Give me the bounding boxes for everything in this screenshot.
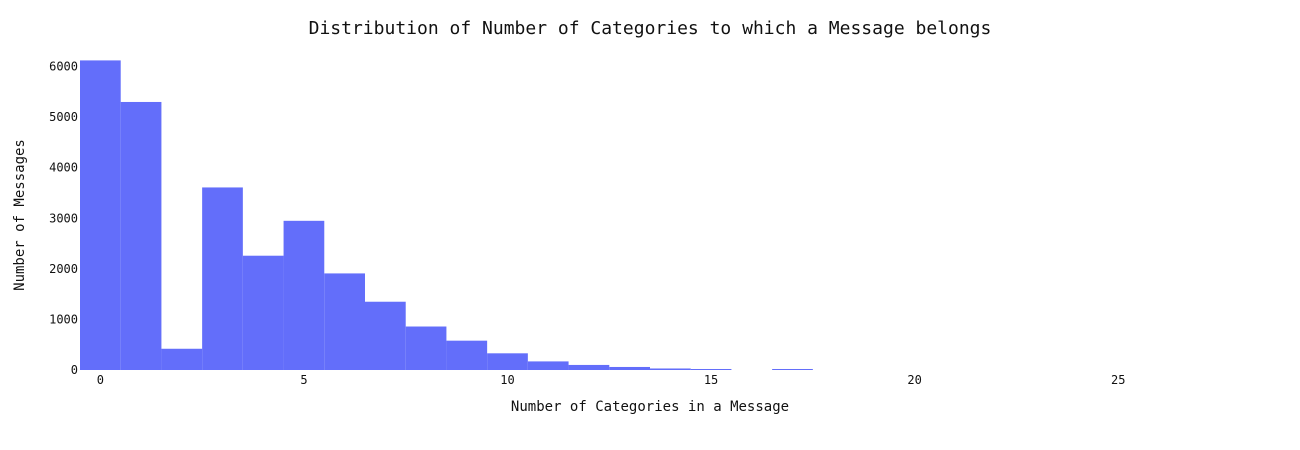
x-axis-title: Number of Categories in a Message [511,399,789,415]
histogram-bar [202,187,243,370]
histogram-bar [365,301,406,370]
x-tick-label: 0 [97,373,104,387]
x-axis-ticks: 0 5 10 15 20 25 [97,373,1126,387]
histogram-bar [650,368,691,370]
y-tick-label: 2000 [49,262,78,276]
plot-area: 0 5 10 15 20 25 0 1000 2000 3000 4000 5000 6000 [49,60,1125,387]
histogram-bar [527,361,569,370]
x-tick-label: 25 [1111,373,1125,387]
histogram-bar [242,255,284,370]
x-tick-label: 20 [907,373,921,387]
y-axis-ticks: 0 1000 2000 3000 4000 5000 6000 [49,60,78,377]
histogram-bar [80,60,121,371]
chart-title: Distribution of Number of Categories to … [309,18,992,39]
y-tick-label: 4000 [49,161,78,175]
x-tick-label: 15 [704,373,718,387]
x-tick-label: 5 [300,373,307,387]
y-tick-label: 1000 [49,312,78,326]
histogram-bar [609,366,650,370]
histogram-bar [405,326,447,370]
histogram-bar [120,101,162,370]
y-tick-label: 0 [71,363,78,377]
y-tick-label: 6000 [49,60,78,74]
y-tick-label: 3000 [49,211,78,225]
y-tick-label: 5000 [49,110,78,124]
y-axis-title: Number of Messages [12,139,28,291]
histogram-bar [161,348,203,370]
histogram-bar [772,368,813,370]
bars-group [80,60,813,371]
histogram-bar [690,368,732,370]
histogram-bar [487,353,528,370]
histogram-bar [568,364,610,370]
x-tick-label: 10 [500,373,514,387]
histogram-bar [324,273,365,370]
histogram-bar [446,340,488,370]
histogram-bar [283,220,325,370]
